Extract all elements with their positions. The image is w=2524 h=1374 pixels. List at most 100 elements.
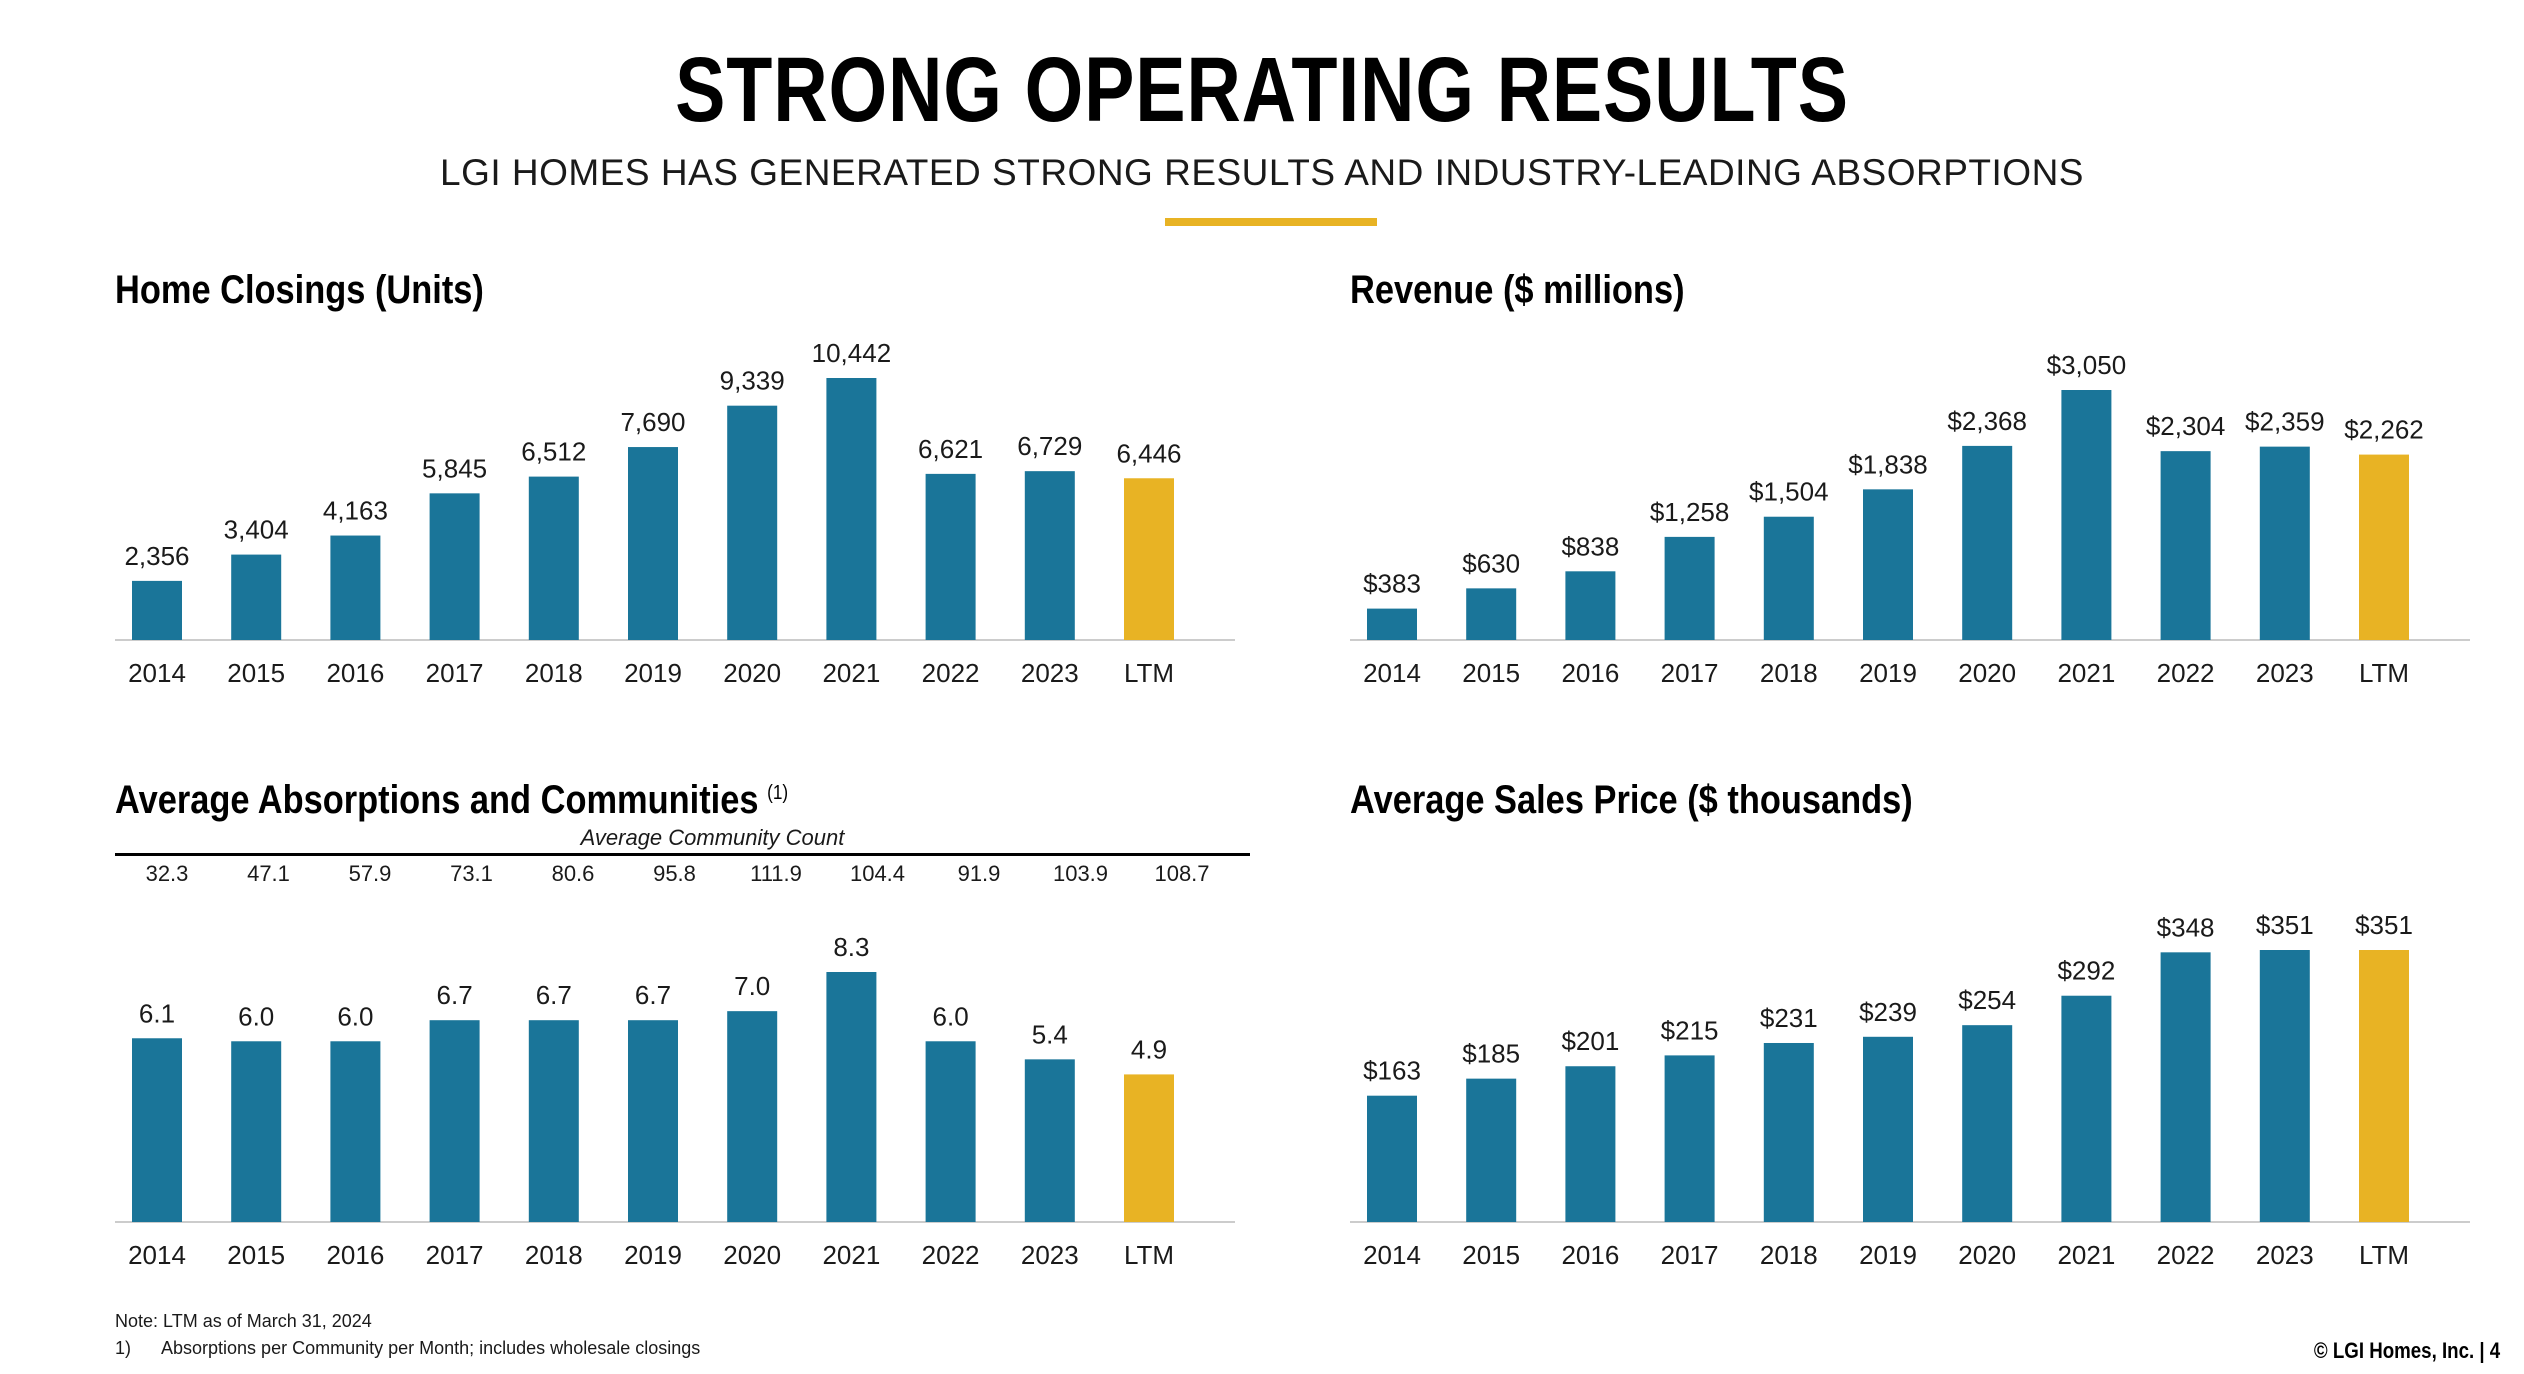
- absorptions-title-footnote-ref: (1): [767, 781, 789, 804]
- price-data-label: $348: [2157, 912, 2215, 942]
- revenue-bar-2023: [2259, 446, 2310, 640]
- community-count-header: Average Community Count: [115, 825, 1250, 856]
- community-count-value: 47.1: [247, 861, 290, 886]
- community-count-value: 108.7: [1154, 861, 1210, 886]
- absorptions-bar-ltm: [1124, 1074, 1174, 1222]
- community-count-value: 32.3: [145, 861, 189, 886]
- revenue-bar-2015: [1466, 588, 1517, 640]
- closings-data-label: 5,845: [422, 453, 487, 483]
- revenue-data-label: $838: [1561, 531, 1619, 561]
- absorptions-data-label: 6.1: [139, 998, 175, 1028]
- absorptions-bar-2015: [231, 1041, 282, 1222]
- price-bar-2016: [1565, 1066, 1616, 1222]
- closings-bar-2019: [628, 447, 678, 640]
- price-bar-2018: [1763, 1042, 1814, 1222]
- closings-data-label: 2,356: [124, 541, 189, 571]
- price-bar-2014: [1367, 1095, 1417, 1222]
- revenue-data-label: $2,304: [2146, 411, 2226, 441]
- closings-bar-2023: [1024, 471, 1075, 640]
- absorptions-tick-label: 2020: [723, 1240, 781, 1270]
- price-data-label: $201: [1561, 1026, 1619, 1056]
- community-count-value: 103.9: [1052, 861, 1109, 886]
- absorptions-bar-2014: [132, 1038, 182, 1222]
- revenue-tick-label: 2023: [2256, 658, 2314, 688]
- revenue-bar-2020: [1962, 445, 2013, 640]
- closings-bar-2015: [231, 554, 282, 640]
- community-count-value: 57.9: [348, 861, 392, 886]
- closings-bar-2022: [925, 473, 976, 640]
- closings-chart: 2,356 2014 3,404 2015 4,163 2016 5,845 2017 6,51…: [115, 338, 1235, 688]
- price-tick-label: 2014: [1363, 1240, 1421, 1270]
- price-tick-label: 2022: [2157, 1240, 2215, 1270]
- price-tick-label: 2020: [1958, 1240, 2016, 1270]
- price-bar-2021: [2061, 995, 2112, 1222]
- absorptions-tick-label: LTM: [1124, 1240, 1174, 1270]
- price-data-label: $163: [1363, 1056, 1421, 1086]
- revenue-bar-2014: [1367, 608, 1417, 640]
- price-data-label: $292: [2057, 956, 2115, 986]
- price-tick-label: 2023: [2256, 1240, 2314, 1270]
- price-tick-label: 2018: [1760, 1240, 1818, 1270]
- revenue-tick-label: 2021: [2057, 658, 2115, 688]
- community-count-value: 80.6: [551, 861, 595, 886]
- price-data-label: $185: [1462, 1039, 1520, 1069]
- closings-tick-label: 2018: [525, 658, 583, 688]
- community-count-value: 111.9: [750, 861, 802, 886]
- price-bar-2015: [1466, 1078, 1517, 1222]
- community-count-label: Average Community Count: [580, 825, 845, 850]
- closings-data-label: 4,163: [323, 496, 388, 526]
- revenue-bar-2018: [1763, 516, 1814, 640]
- community-count-value: 104.4: [849, 861, 906, 886]
- price-tick-label: LTM: [2359, 1240, 2409, 1270]
- absorptions-chart: 6.1 2014 6.0 2015 6.0 2016 6.7 2017 6.7 2018 6.7 20…: [115, 932, 1235, 1270]
- closings-tick-label: 2020: [723, 658, 781, 688]
- price-tick-label: 2019: [1859, 1240, 1917, 1270]
- revenue-bar-2022: [2160, 451, 2211, 640]
- absorptions-data-label: 6.7: [536, 980, 572, 1010]
- revenue-data-label: $3,050: [2047, 350, 2127, 380]
- footnote-text: Absorptions per Community per Month; inc…: [161, 1338, 701, 1358]
- price-data-label: $254: [1958, 985, 2016, 1015]
- absorptions-data-label: 4.9: [1131, 1034, 1167, 1064]
- absorptions-tick-label: 2018: [525, 1240, 583, 1270]
- community-count-value: 73.1: [450, 861, 493, 886]
- absorptions-tick-label: 2021: [822, 1240, 880, 1270]
- closings-data-label: 6,446: [1116, 438, 1181, 468]
- revenue-tick-label: 2017: [1661, 658, 1719, 688]
- price-tick-label: 2015: [1462, 1240, 1520, 1270]
- footnote: 1) Absorptions per Community per Month; i…: [115, 1335, 700, 1362]
- price-data-label: $351: [2355, 910, 2413, 940]
- revenue-data-label: $1,838: [1848, 449, 1928, 479]
- closings-data-label: 6,512: [521, 437, 586, 467]
- revenue-bar-2019: [1863, 489, 1913, 640]
- closings-bar-2017: [429, 493, 480, 640]
- absorptions-data-label: 6.7: [635, 980, 671, 1010]
- price-bar-2017: [1664, 1055, 1715, 1222]
- absorptions-data-label: 8.3: [833, 932, 869, 962]
- price-data-label: $231: [1760, 1003, 1818, 1033]
- absorptions-bar-2021: [826, 972, 877, 1222]
- closings-data-label: 7,690: [620, 407, 685, 437]
- revenue-data-label: $2,262: [2344, 415, 2424, 445]
- price-data-label: $215: [1661, 1015, 1719, 1045]
- price-tick-label: 2021: [2057, 1240, 2115, 1270]
- footnote-number: 1): [115, 1338, 132, 1358]
- revenue-tick-label: 2019: [1859, 658, 1917, 688]
- page-subtitle: LGI HOMES HAS GENERATED STRONG RESULTS A…: [440, 152, 2084, 193]
- revenue-bar-ltm: [2359, 454, 2409, 640]
- closings-tick-label: 2019: [624, 658, 682, 688]
- absorptions-bar-2023: [1024, 1059, 1075, 1222]
- closings-tick-label: 2015: [227, 658, 285, 688]
- absorptions-tick-label: 2015: [227, 1240, 285, 1270]
- revenue-bar-2016: [1565, 571, 1616, 640]
- closings-data-label: 3,404: [224, 515, 289, 545]
- absorptions-data-label: 7.0: [734, 971, 770, 1001]
- revenue-data-label: $2,368: [1947, 406, 2027, 436]
- price-tick-label: 2017: [1661, 1240, 1719, 1270]
- absorptions-data-label: 6.7: [437, 980, 473, 1010]
- closings-data-label: 6,729: [1017, 431, 1082, 461]
- note-text: Note: LTM as of March 31, 2024: [115, 1311, 372, 1331]
- closings-tick-label: 2017: [426, 658, 484, 688]
- community-count-value: 95.8: [653, 861, 696, 886]
- price-bar-ltm: [2359, 950, 2409, 1222]
